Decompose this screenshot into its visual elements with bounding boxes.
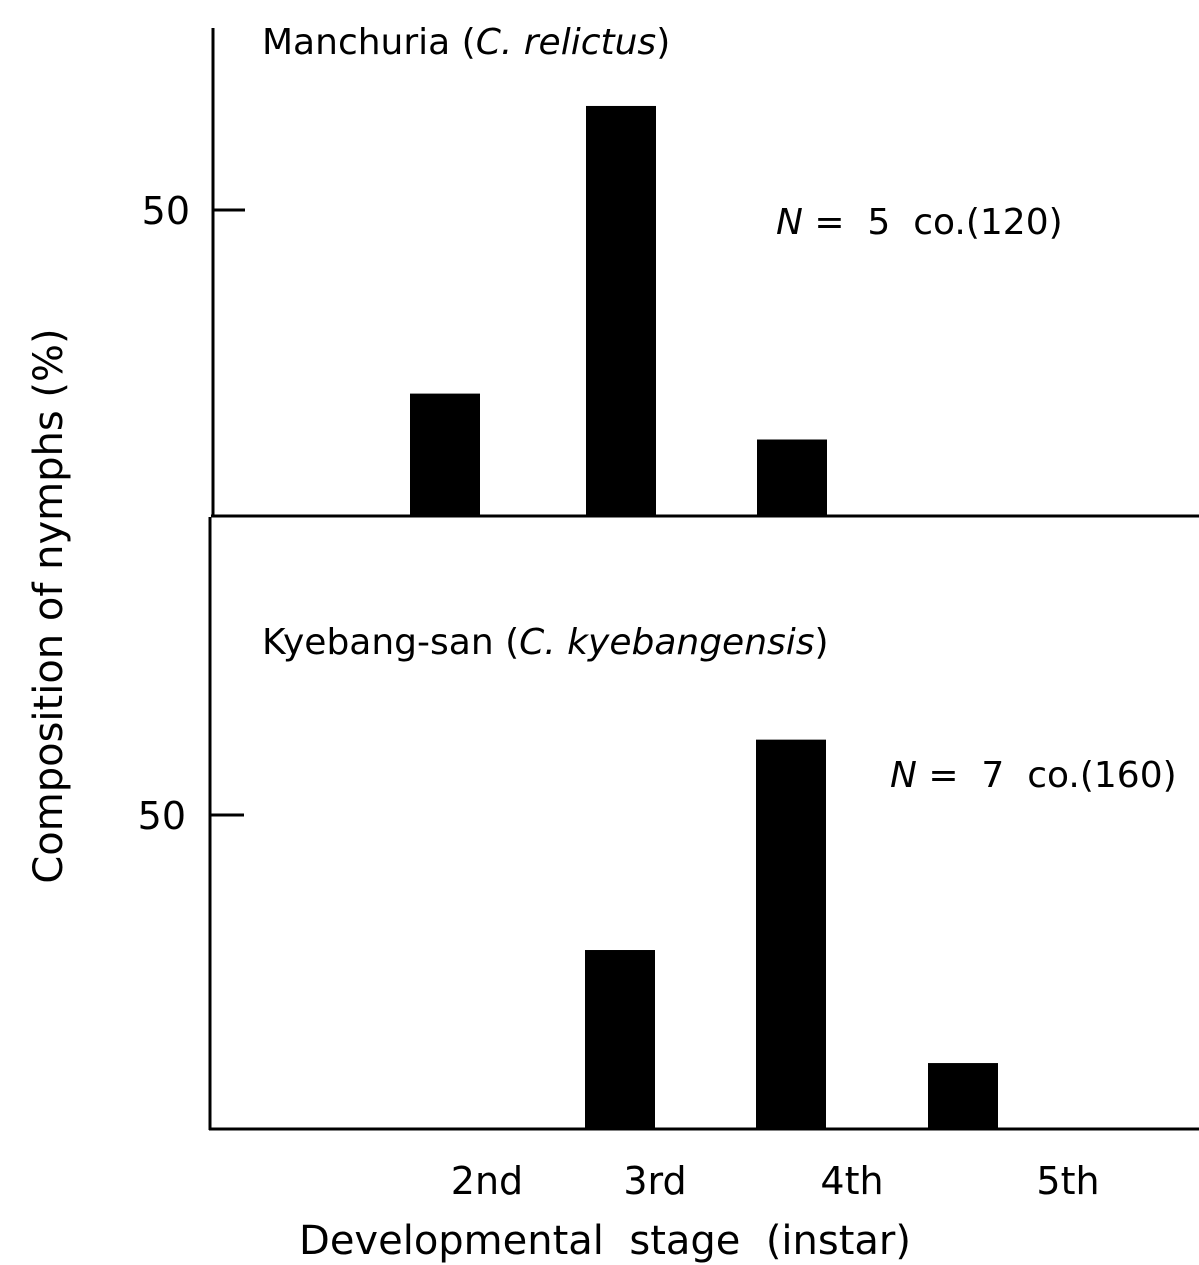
bar-panel-1-4th (757, 439, 827, 516)
x-tick-label-2nd: 2nd (451, 1159, 523, 1203)
panel-2-title: Kyebang-san (C. kyebangensis) (262, 622, 829, 663)
panel-1-n-text: = 5 co.(120) (803, 202, 1063, 243)
x-tick-label-5th: 5th (1036, 1159, 1099, 1203)
x-axis-title: Developmental stage (instar) (299, 1218, 911, 1264)
bar-panel-1-3rd (586, 105, 656, 517)
bar-panel-2-4th (756, 739, 826, 1129)
bars (410, 105, 998, 1129)
x-tick-label-4th: 4th (820, 1159, 883, 1203)
y-axis-title: Composition of nymphs (%) (26, 328, 72, 883)
panel-2-n-label: N = 7 co.(160) (890, 755, 1177, 796)
panel-2-title-suffix: ) (815, 622, 829, 663)
panel-2-n-symbol: N (890, 755, 917, 796)
panel-2-n-text: = 7 co.(160) (917, 755, 1177, 796)
panel-1-title-species: C. relictus (476, 22, 656, 63)
panel-1-title: Manchuria (C. relictus) (262, 22, 670, 63)
panel-1-n-label: N = 5 co.(120) (776, 202, 1063, 243)
axes (208, 28, 1199, 1131)
panel-2-title-species: C. kyebangensis (519, 622, 814, 663)
bar-panel-2-5th (928, 1063, 998, 1129)
panel-1-n-symbol: N (776, 202, 803, 243)
x-tick-label-3rd: 3rd (623, 1159, 686, 1203)
panel-1-y-tick-label: 50 (142, 189, 190, 233)
panel-1-title-suffix: ) (656, 22, 670, 63)
bar-panel-2-3rd (585, 950, 655, 1129)
panel-2-y-tick-label: 50 (138, 794, 186, 838)
panel-1-title-prefix: Manchuria ( (262, 22, 476, 63)
panel-2-title-prefix: Kyebang-san ( (262, 622, 519, 663)
bar-panel-1-2nd (410, 393, 480, 516)
